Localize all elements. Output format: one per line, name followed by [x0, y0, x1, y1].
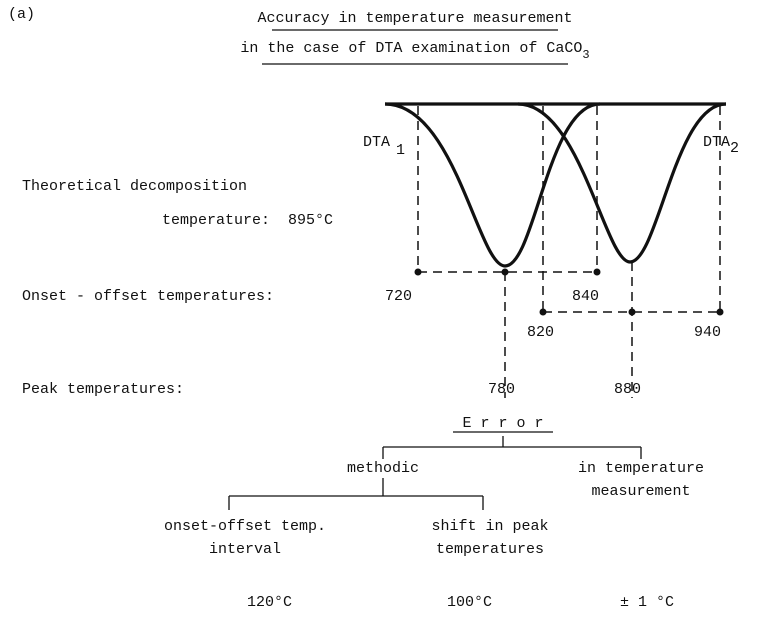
title-line: in the case of DTA examination of CaCO3 [240, 40, 589, 62]
dot [716, 308, 724, 316]
tree-node: shift in peak [431, 518, 548, 535]
value: 780 [488, 381, 515, 398]
label-text: temperature: [162, 212, 270, 229]
tree-node: interval [209, 541, 281, 558]
curve-label: DTA 1 [363, 134, 405, 159]
dot [593, 268, 601, 276]
tree-node: measurement [591, 483, 690, 500]
dot [501, 268, 509, 276]
value: 940 [694, 324, 721, 341]
label: temperature: 895°C [162, 212, 333, 229]
curve-subscript: 1 [396, 142, 405, 159]
value: 840 [572, 288, 599, 305]
title-line: Accuracy in temperature measurement [257, 10, 572, 27]
value: 820 [527, 324, 554, 341]
value: 895°C [288, 212, 333, 229]
tree-node: temperatures [436, 541, 544, 558]
dot [414, 268, 422, 276]
dot [539, 308, 547, 316]
label: Onset - offset temperatures: [22, 288, 274, 305]
tree-node: methodic [347, 460, 419, 477]
tree-node: in temperature [578, 460, 704, 477]
dta-curve [384, 102, 601, 268]
error-value: 120°C [247, 594, 292, 611]
dta-curve [517, 102, 727, 264]
tree-node: onset-offset temp. [164, 518, 326, 535]
dot [628, 308, 636, 316]
curve-subscript: 2 [730, 140, 739, 157]
curve-name: DTA [363, 134, 390, 151]
title-subscript: 3 [582, 48, 589, 62]
curve-label: DTA2 [703, 134, 739, 157]
error-value: ± 1 °C [620, 594, 674, 611]
title-text: in the case of DTA examination of CaCO [240, 40, 582, 57]
tree-root: E r r o r [462, 415, 543, 432]
panel-label: (a) [8, 6, 35, 23]
error-value: 100°C [447, 594, 492, 611]
value: 880 [614, 381, 641, 398]
value: 720 [385, 288, 412, 305]
label: Theoretical decomposition [22, 178, 247, 195]
curve-name: DTA [703, 134, 730, 151]
label: Peak temperatures: [22, 381, 184, 398]
